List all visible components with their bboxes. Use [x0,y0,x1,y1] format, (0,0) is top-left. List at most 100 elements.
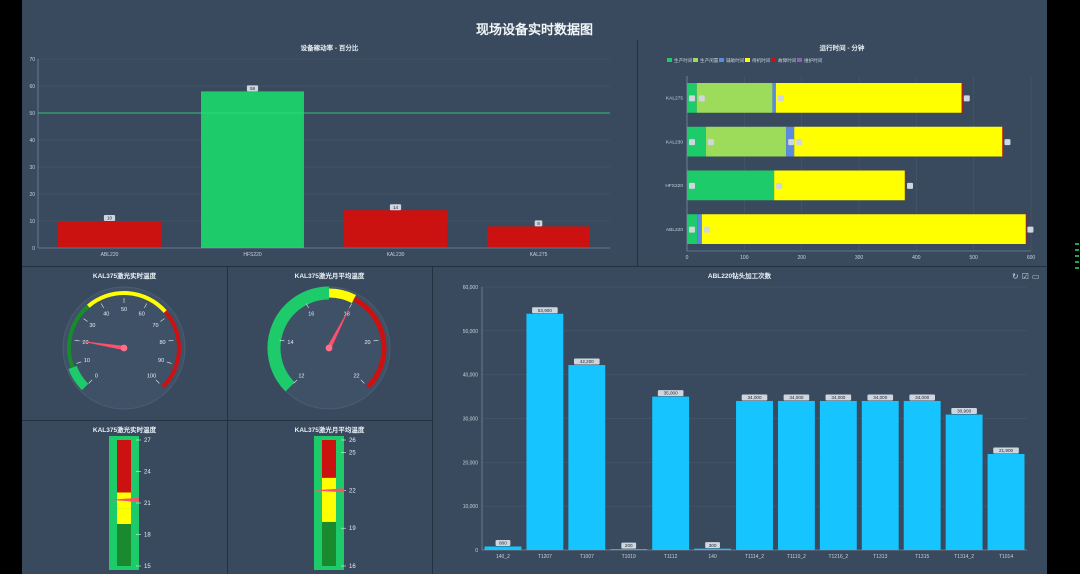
bar-value-label-bg [951,408,977,415]
bar [861,400,899,550]
bar [903,400,941,550]
bar-value-label: 200 [625,543,633,548]
bar-value-label: 34,000 [789,395,803,400]
bar [487,226,590,248]
gauge-tick [166,361,172,364]
thermometer-tick-label: 16 [349,564,356,570]
side-handle-icon[interactable] [1074,243,1080,273]
y-tick-label: 50 [29,111,35,117]
bar-total-label-bg [1004,139,1011,146]
bar [736,400,773,550]
x-tick-label: 200 [797,255,806,261]
bar-value-label-bg [246,85,259,92]
x-tick-label: 0 [686,255,689,261]
bar [652,396,690,550]
y-tick-label: 60 [29,84,35,90]
x-tick-label: KAL230 [387,252,405,258]
bar-value-label-bg [909,394,935,401]
monthly-temperature-thermometer: 16 19 22 25 26 [313,436,356,570]
gauge-tick [101,303,104,309]
gauge-tick-label: 16 [308,311,314,317]
bar [610,549,648,550]
thermo-title-monthly: KAL375激光月平均温度 [294,427,365,434]
y-tick-label: 40,000 [463,373,479,379]
legend-entry: 故障时间 [778,57,797,64]
thermometer-tick-label: 18 [144,533,151,539]
chart-toolbar: ↻☑▭ [1012,272,1042,281]
dashboard: 现场设备实时数据图 设备稼动率 - 百分比 运行时间 - 分钟 ABL220钻头… [22,0,1047,574]
gauge-tick [279,339,285,342]
gauge-tick-label: 40 [103,311,109,317]
thermometer-band [322,440,336,478]
bar-value-label-bg [389,204,402,211]
restore-icon[interactable]: ↻ [1012,272,1022,281]
legend-swatch [797,58,802,62]
thermometer-tick-label: 22 [349,488,356,494]
gauge-needle [77,340,125,351]
gauge-band [352,296,387,389]
bar-value-label-bg [705,542,720,549]
gauge-tick [360,379,365,384]
gauge-tick-label: 100 [147,374,156,380]
gauge-band [267,286,330,392]
bar-segment [697,214,702,244]
bar [568,365,606,550]
bar-total-label-bg [963,95,970,102]
gauge-tick [168,339,174,342]
legend-swatch [693,58,698,62]
bar-value-label-bg [534,220,543,227]
thermometer-pointer [108,497,139,502]
bar-value-label-bg [825,394,852,401]
y-tick-label: 60,000 [463,285,479,291]
gauge-tick [160,318,165,322]
gauge-tick-label: 12 [298,374,304,380]
bottom-strip [0,574,1080,582]
bar-value-label-bg [532,307,558,314]
y-tick-label: 40 [29,138,35,144]
runtime-stacked-bar-chart: 生产时间 生产闲置 辅助时间 待机时间 故障时间 维护时间 0 100 200 300 400 500… [665,57,1035,261]
bar-segment [774,170,905,201]
bar [58,221,161,248]
bar-value-label: 34,000 [831,395,845,400]
x-tick-label: 300 [855,255,864,261]
y-tick-label: 20,000 [463,460,479,466]
bar-segment [1002,126,1004,157]
bar-value-label-bg [621,542,637,549]
x-tick-label: T1314_2 [954,554,974,560]
bar-value-label-bg [867,394,894,401]
y-tick-label: 20 [29,192,35,198]
x-tick-label: T1207 [538,554,552,560]
legend-entry: 待机时间 [752,57,771,64]
bar-segment [701,214,1026,244]
bar-segment-label-bg [788,139,795,146]
gauge-tick [373,339,379,342]
bar-value-label-bg [657,390,684,397]
thermometer-band [117,508,131,524]
gauge-tick-label: 50 [121,307,127,313]
x-tick-label: T1112 [664,554,678,560]
bar-segment-label-bg [689,95,695,102]
x-tick-label: T1315 [915,554,929,560]
x-tick-label: T1019 [622,554,636,560]
x-tick-label: HFS220 [243,252,262,258]
bar-segment [705,126,787,157]
y-tick-label: KAL275 [666,96,683,102]
gauge-tick-label: 80 [159,340,165,346]
x-tick-label: T1007 [580,554,594,560]
bar-segment [794,126,1003,157]
y-tick-label: 0 [32,246,35,252]
x-tick-label: 140 [708,554,717,560]
bar-segment-label-bg [707,139,714,146]
save-image-icon[interactable]: ▭ [1031,272,1043,281]
x-tick-label: T1014 [999,554,1013,560]
gauge-tick-label: 20 [364,340,370,346]
legend-swatch [719,58,724,62]
data-view-icon[interactable]: ☑ [1021,272,1032,281]
bar-value-label-bg [783,394,810,401]
y-tick-label: 10,000 [463,504,479,510]
panel-divider [432,266,433,574]
bar-segment [904,170,907,201]
panel-divider [22,266,1047,267]
x-tick-label: 400 [912,255,921,261]
bar-value-label-bg [574,358,600,365]
